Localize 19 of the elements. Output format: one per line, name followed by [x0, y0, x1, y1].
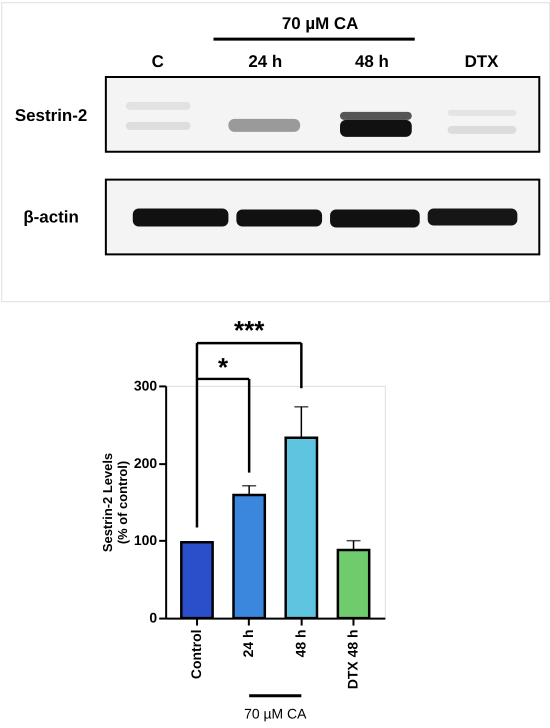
x-tick-label: DTX 48 h: [344, 630, 361, 690]
text: *: [218, 354, 230, 382]
y-tick-label: 200: [134, 454, 158, 471]
y-tick-label: 300: [134, 377, 158, 394]
text: 24 h: [248, 52, 282, 72]
x-tick-label: Control: [188, 630, 204, 680]
text: C: [152, 52, 164, 72]
y-axis-title: Sestrin-2 Levels (% of control): [100, 452, 130, 552]
text: β-actin: [23, 208, 79, 227]
text: ***: [234, 317, 266, 346]
y-tick-label: 0: [149, 610, 158, 626]
x-tick-label: 48 h: [292, 630, 308, 658]
x-tick-label: 24 h: [240, 630, 256, 658]
text: 70 µM CA: [244, 706, 308, 722]
y-tick-label: 100: [134, 532, 158, 548]
text: Sestrin-2: [14, 106, 88, 125]
text: 48 h: [354, 52, 389, 72]
text: 70 µM CA: [282, 14, 358, 34]
text: DTX: [464, 52, 500, 72]
